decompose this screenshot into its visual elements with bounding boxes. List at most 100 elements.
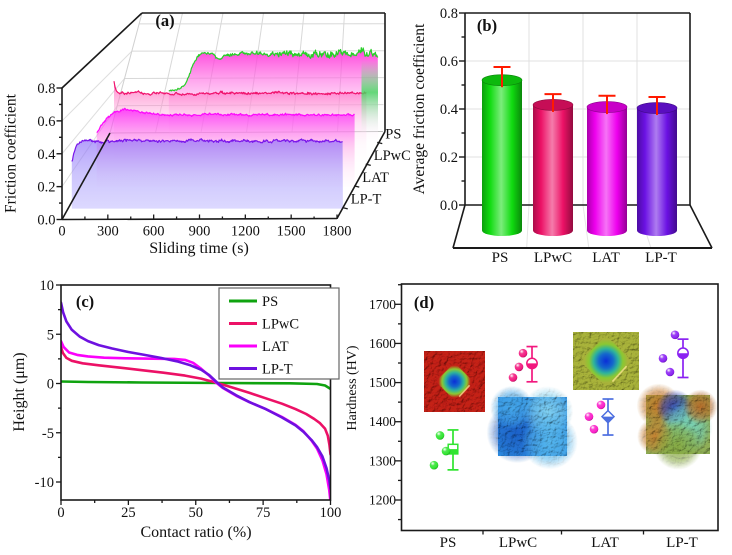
panel-c-ytick: 10 [40,278,55,294]
panel-b-ylabel: Average friction coefficient [411,23,428,194]
line [61,12,143,89]
panel-d-ytick: 1200 [369,493,396,508]
panel-a-depth-label-lat: LAT [362,170,389,186]
panel-a-x-axis: 0 300 600 900 1200 1500 1800 [58,214,352,240]
panel-d-category-ps: PS [440,535,457,551]
line [526,204,530,249]
hardness-points-lpwc [508,345,538,383]
series-lpwc-curve [61,345,331,456]
panel-c-xtick: 50 [189,505,204,521]
error-bar-ps [493,66,511,88]
panel-b-ytick: 0.4 [440,102,459,118]
panel-d-ticks [395,284,645,535]
line [61,50,133,122]
panel-a-ytick: 0.2 [37,180,55,196]
panel-b-ytick: 0.0 [440,198,458,214]
panel-a-depth-label-lpwc: LPwC [374,148,411,164]
legend-label-lp-t: LP-T [262,362,293,378]
panel-a-xlabel: Sliding time (s) [149,240,249,257]
hardness-points-lat [584,398,616,436]
line [452,204,466,249]
inset-rough-surface-3 [636,383,718,470]
line [582,204,590,249]
data-dot [584,412,594,421]
panel-b-y-axis: 0.0 0.2 0.4 0.6 0.8 [440,6,465,214]
panel-c-ytick: 0 [47,377,54,393]
indent-diamond [435,362,474,401]
panel-d: 1200 1300 1400 1500 1600 1700 PS LPwC LAT LP-T Har… [345,283,719,551]
panel-c-letter: (c) [76,292,94,311]
panel-b-category-lpwc: LPwC [534,250,572,266]
panel-a-xtick: 300 [97,224,119,240]
series-ps-line [168,47,379,92]
panel-c-xtick: 0 [57,505,64,521]
bar-ps [481,74,523,236]
panel-d-letter: (d) [414,293,434,312]
panel-b-category-ps: PS [492,250,509,266]
bar-lp-t [636,102,678,236]
line [365,163,371,166]
panel-c-ytick: -10 [35,475,54,491]
data-dot [441,446,451,456]
data-dot [589,424,599,434]
panel-c-xtick: 25 [121,505,136,521]
series-lp-t-curve [61,301,331,491]
data-dot [429,460,439,470]
panel-a-xtick: 900 [189,224,211,240]
panel-a-ytick: 0.4 [37,147,56,163]
hardness-points-ps [429,429,459,471]
inset-vickers-indent-0 [424,351,485,412]
data-dot [658,354,668,363]
panel-d-ytick: 1500 [369,375,396,390]
panel-b-category-lp-t: LP-T [645,250,677,266]
error-bar-lp-t [648,96,666,116]
panel-c-xtick: 75 [256,505,271,521]
series-lp-t-ribbon [71,138,343,209]
data-dot [518,348,528,358]
line [61,132,111,220]
bar-lat [586,101,628,236]
legend-label-lpwc: LPwC [262,317,299,333]
inset-rough-surface-1 [486,385,578,470]
panel-d-ylabel: Hardness (HV) [345,345,360,430]
panel-b-ytick: 0.8 [440,6,458,22]
panel-b-ytick: 0.6 [440,54,458,70]
legend-label-lat: LAT [262,339,289,355]
line [354,185,360,188]
panel-b-category-lat: LAT [592,250,620,266]
data-dot [596,400,606,410]
hardness-points-lp-t [658,330,689,379]
panel-b: 0.0 0.2 0.4 0.6 0.8 Average friction coeffici… [411,6,713,266]
ps-ribbon-end-accent [361,60,378,132]
panel-c-xtick: 100 [320,505,342,521]
panel-d-category-lpwc: LPwC [499,535,537,551]
panel-d-ytick: 1600 [369,336,396,351]
panel-a-xtick: 1500 [277,224,306,240]
panel-d-ytick: 1300 [369,453,396,468]
panel-a-ylabel: Friction coefficient [3,93,20,213]
panel-a-xtick: 1800 [323,224,352,240]
panel-c-ytick: 5 [47,327,54,343]
panel-c-ylabel: Height (μm) [11,352,28,431]
panel-d-ytick: 1400 [369,414,396,429]
panel-a-depth-label-lp-t: LP-T [351,192,382,208]
panel-a-y-axis: 0.0 0.2 0.4 0.6 0.8 [37,81,62,229]
panel-a-depth-label-ps: PS [385,126,401,142]
panel-c-xlabel: Contact ratio (%) [140,524,251,541]
series-ps-curve [61,380,331,391]
panel-a-xtick: 600 [143,224,165,240]
data-dot [435,431,445,440]
panel-b-ytick: 0.2 [440,150,458,166]
series-lat-line [96,107,355,134]
panel-a-ytick: 0.6 [37,114,55,130]
panel-d-category-lp-t: LP-T [666,535,698,551]
panel-c-plot [61,301,331,500]
panel-a-depth-axis: LP-T LAT LPwC PS [342,126,411,210]
line [336,131,386,219]
panel-a-ytick: 0.8 [37,81,55,97]
bar-lpwc [532,99,574,236]
panel-a-letter: (a) [155,11,174,30]
panel-d-frame [400,283,719,532]
